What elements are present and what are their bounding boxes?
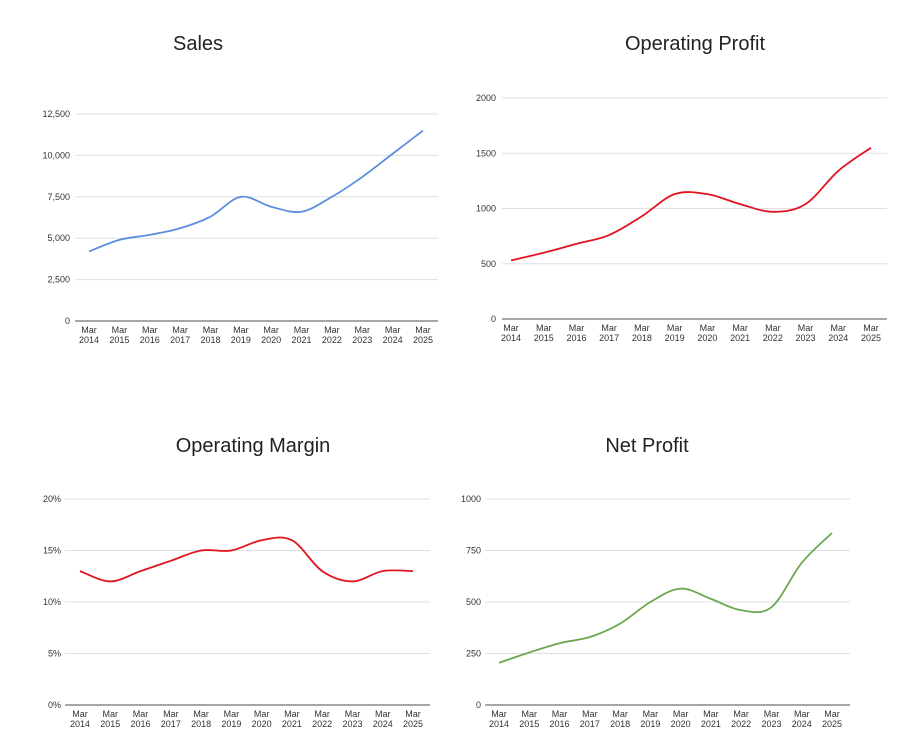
x-tick-label: Mar 2023 [796, 323, 816, 343]
y-tick-label: 5,000 [47, 233, 70, 243]
x-tick-label: Mar 2018 [610, 709, 630, 729]
y-tick-label: 2,500 [47, 275, 70, 285]
x-tick-label: Mar 2025 [861, 323, 881, 343]
x-tick-label: Mar 2014 [501, 323, 521, 343]
x-tick-label: Mar 2021 [292, 325, 312, 345]
x-tick-label: Mar 2021 [730, 323, 750, 343]
x-tick-label: Mar 2022 [322, 325, 342, 345]
x-tick-label: Mar 2014 [79, 325, 99, 345]
x-tick-label: Mar 2025 [403, 709, 423, 729]
y-tick-label: 1500 [476, 148, 496, 158]
x-tick-label: Mar 2022 [312, 709, 332, 729]
x-tick-label: Mar 2024 [828, 323, 848, 343]
x-tick-label: Mar 2014 [70, 709, 90, 729]
x-tick-label: Mar 2015 [100, 709, 120, 729]
x-tick-label: Mar 2017 [580, 709, 600, 729]
x-tick-label: Mar 2024 [792, 709, 812, 729]
y-tick-label: 7,500 [47, 192, 70, 202]
x-tick-label: Mar 2018 [632, 323, 652, 343]
y-tick-label: 5% [48, 649, 61, 659]
x-tick-label: Mar 2019 [231, 325, 251, 345]
chart-sales: Sales 0 2,500 5,000 7,500 10,000 12,500 Mar 2014… [42, 33, 438, 345]
series-line [79, 536, 414, 583]
x-tick-label: Mar 2016 [131, 709, 151, 729]
x-tick-label: Mar 2022 [763, 323, 783, 343]
y-tick-label: 12,500 [42, 109, 70, 119]
series-line [510, 146, 872, 262]
x-tick-label: Mar 2019 [665, 323, 685, 343]
x-tick-label: Mar 2015 [534, 323, 554, 343]
x-tick-label: Mar 2015 [109, 325, 129, 345]
x-tick-label: Mar 2016 [566, 323, 586, 343]
x-tick-label: Mar 2020 [671, 709, 691, 729]
x-tick-label: Mar 2021 [701, 709, 721, 729]
y-tick-label: 750 [466, 546, 481, 556]
x-tick-label: Mar 2018 [191, 709, 211, 729]
chart-title: Operating Profit [625, 33, 766, 55]
x-tick-label: Mar 2016 [550, 709, 570, 729]
x-tick-label: Mar 2024 [383, 325, 403, 345]
series-line [88, 129, 424, 253]
x-tick-label: Mar 2019 [221, 709, 241, 729]
x-tick-label: Mar 2025 [413, 325, 433, 345]
x-tick-label: Mar 2018 [200, 325, 220, 345]
series-line [498, 532, 833, 664]
y-tick-label: 2000 [476, 93, 496, 103]
chart-title: Net Profit [605, 435, 689, 457]
y-tick-label: 0 [65, 316, 70, 326]
x-tick-label: Mar 2017 [599, 323, 619, 343]
chart-net-profit: Net Profit 0 250 500 750 1000 Mar 2014 Mar 2015 Ma… [461, 435, 850, 729]
y-tick-label: 0 [476, 700, 481, 710]
y-tick-label: 10% [43, 597, 61, 607]
x-tick-label: Mar 2015 [519, 709, 539, 729]
chart-title: Operating Margin [176, 435, 331, 457]
x-tick-label: Mar 2020 [252, 709, 272, 729]
y-tick-label: 500 [466, 597, 481, 607]
x-tick-label: Mar 2019 [640, 709, 660, 729]
y-tick-label: 250 [466, 649, 481, 659]
y-tick-label: 1000 [461, 494, 481, 504]
x-tick-label: Mar 2020 [697, 323, 717, 343]
x-tick-label: Mar 2025 [822, 709, 842, 729]
x-tick-label: Mar 2022 [731, 709, 751, 729]
x-tick-label: Mar 2023 [342, 709, 362, 729]
x-tick-label: Mar 2017 [161, 709, 181, 729]
chart-operating-profit: Operating Profit 0 500 1000 1500 2000 Mar 2014 M… [476, 33, 887, 343]
x-tick-label: Mar 2020 [261, 325, 281, 345]
chart-title: Sales [173, 33, 223, 55]
y-tick-label: 0 [491, 314, 496, 324]
y-tick-label: 10,000 [42, 150, 70, 160]
x-tick-label: Mar 2023 [352, 325, 372, 345]
x-tick-label: Mar 2021 [282, 709, 302, 729]
chart-operating-margin: Operating Margin 0% 5% 10% 15% 20% Mar 2014 Mar 2… [43, 435, 430, 729]
y-tick-label: 500 [481, 259, 496, 269]
x-tick-label: Mar 2014 [489, 709, 509, 729]
y-tick-label: 15% [43, 546, 61, 556]
y-tick-label: 1000 [476, 204, 496, 214]
x-tick-label: Mar 2023 [761, 709, 781, 729]
x-tick-label: Mar 2024 [373, 709, 393, 729]
y-tick-label: 0% [48, 700, 61, 710]
x-tick-label: Mar 2017 [170, 325, 190, 345]
y-tick-label: 20% [43, 494, 61, 504]
x-tick-label: Mar 2016 [140, 325, 160, 345]
